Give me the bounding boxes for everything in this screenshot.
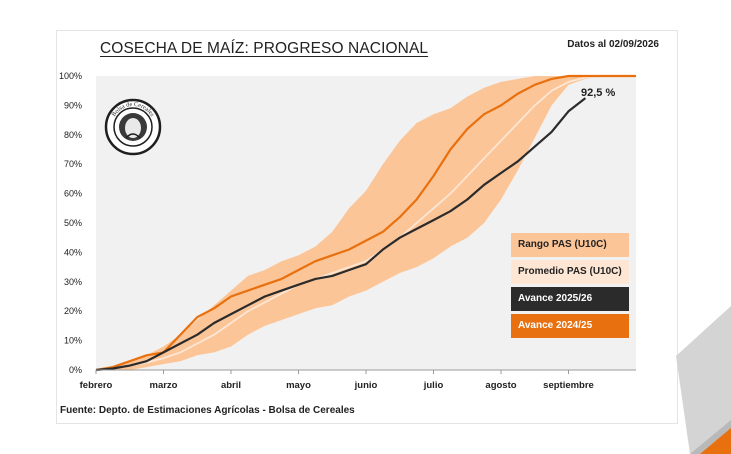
legend-label: Promedio PAS (U10C) [518,266,622,277]
legend-item-avance-2025-26: Avance 2025/26 [511,287,629,311]
y-tick-label: 80% [64,130,82,140]
legend-item-promedio: Promedio PAS (U10C) [511,260,629,284]
x-tick-label: septiembre [543,380,594,391]
x-tick-label: julio [423,380,444,391]
bolsa-de-cereales-seal-icon: Bolsa de Cereales [104,98,162,156]
y-tick-label: 0% [69,365,82,375]
chart-title: COSECHA DE MAÍZ: PROGRESO NACIONAL [100,40,429,57]
y-tick-label: 100% [59,71,82,81]
current-season-line [95,97,587,372]
y-tick-label: 20% [64,306,82,316]
y-tick-label: 40% [64,247,82,257]
y-tick-label: 10% [64,336,82,346]
legend-label: Rango PAS (U10C) [518,239,607,250]
y-tick-label: 60% [64,189,82,199]
x-tick-label: junio [354,380,378,391]
x-tick-label: abril [221,380,241,391]
legend-label: Avance 2024/25 [518,320,593,331]
y-tick-label: 90% [64,100,82,110]
legend-label: Avance 2025/26 [518,293,593,304]
x-tick-label: mayo [286,380,311,391]
y-tick-label: 70% [64,159,82,169]
legend-item-avance-2024-25: Avance 2024/25 [511,314,629,338]
legend-item-rango: Rango PAS (U10C) [511,233,629,257]
source-note: Fuente: Depto. de Estimaciones Agrícolas… [60,405,355,416]
x-tick-label: agosto [485,380,516,391]
x-tick-label: febrero [80,380,113,391]
y-tick-label: 50% [64,218,82,228]
previous-season-line [95,74,636,372]
date-note: Datos al 02/09/2026 [567,39,659,50]
x-tick-label: marzo [150,380,178,391]
current-progress-label: 92,5 % [581,87,616,99]
y-tick-label: 30% [64,277,82,287]
average-line [95,75,636,371]
